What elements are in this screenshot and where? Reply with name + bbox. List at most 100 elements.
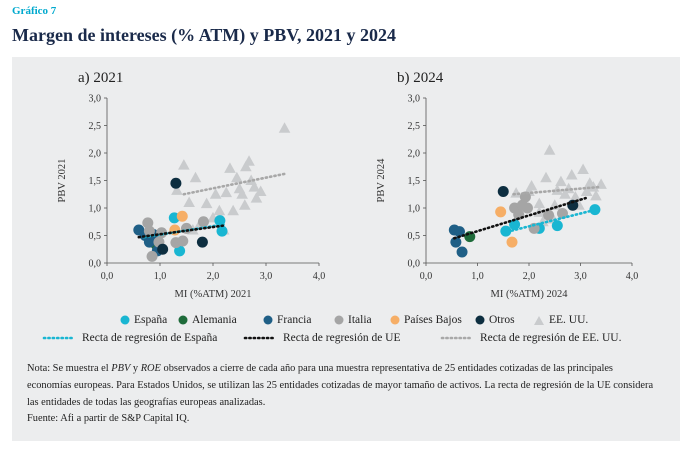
- point-italia: [177, 235, 189, 247]
- legend-item-recta-de-regresion-de-ee-uu: Recta de regresión de EE. UU.: [440, 332, 621, 344]
- y-tick-label: 2,0: [89, 149, 102, 160]
- note-roe: ROE: [140, 363, 161, 374]
- point-paises-bajos: [176, 210, 188, 222]
- point-ee-uu: [236, 188, 248, 199]
- y-tick-label: 3,0: [408, 94, 421, 105]
- chart-subtitle: a) 2021: [78, 70, 123, 86]
- x-tick-label: 1,0: [154, 271, 167, 282]
- legend-item-otros: Otros: [475, 314, 515, 326]
- chart-panel: a) 2021 0,0 0,5 1,0 1,5 2,0 2,5 3,0 0,0 1,0 2,0 3,0…: [12, 57, 680, 441]
- legend-circle-icon: [475, 315, 485, 325]
- point-ee-uu: [569, 191, 582, 202]
- point-ee-uu: [580, 185, 593, 196]
- x-tick-label: 3,0: [574, 271, 587, 282]
- legend-label: Otros: [489, 314, 515, 326]
- point-ee-uu: [239, 199, 251, 210]
- point-alemania: [464, 231, 476, 243]
- legend-dotted-line-icon: [243, 336, 277, 340]
- point-italia: [521, 202, 533, 214]
- point-ee-uu: [278, 122, 291, 133]
- point-ee-uu: [250, 192, 263, 203]
- point-espana: [509, 219, 521, 230]
- point-italia: [146, 250, 158, 262]
- legend-label: Francia: [277, 314, 312, 326]
- point-ee-uu: [565, 169, 578, 180]
- point-ee-uu: [213, 204, 226, 216]
- point-ee-uu: [540, 171, 552, 183]
- y-tick-label: 1,0: [89, 204, 102, 215]
- y-tick-label: 2,5: [89, 121, 102, 132]
- point-italia: [543, 209, 555, 221]
- legend-item-ee-uu: EE. UU.: [533, 314, 588, 326]
- y-axis-label: PBV 2024: [376, 158, 387, 203]
- figure-note: Nota: Se muestra el PBV y ROE observados…: [27, 360, 657, 411]
- x-tick-label: 2,0: [207, 271, 220, 282]
- chart-1: a) 2021 0,0 0,5 1,0 1,5 2,0 2,5 3,0 0,0 1,0 2,0 3,0…: [57, 70, 325, 300]
- legend-label: Alemania: [192, 314, 237, 326]
- x-tick-label: 4,0: [313, 271, 326, 282]
- point-francia: [456, 246, 468, 258]
- point-espana: [174, 245, 186, 257]
- point-otros: [196, 236, 208, 248]
- legend-label: Recta de regresión de UE: [283, 332, 401, 344]
- point-italia: [197, 216, 209, 228]
- figure-title: Margen de intereses (% ATM) y PBV, 2021 …: [12, 25, 396, 45]
- y-tick-label: 3,0: [89, 94, 102, 105]
- point-ee-uu: [525, 180, 538, 191]
- legend-label: Recta de regresión de EE. UU.: [480, 332, 622, 344]
- legend-item-espana: España: [120, 314, 167, 326]
- note-part-2: y: [130, 363, 141, 374]
- note-part-3: observados a cierre de cada año para una…: [27, 363, 654, 408]
- point-ee-uu: [220, 186, 233, 198]
- x-tick-label: 0,0: [101, 271, 114, 282]
- point-francia: [450, 236, 462, 248]
- point-italia: [142, 217, 154, 229]
- legend-item-alemania: Alemania: [178, 314, 237, 326]
- point-ee-uu: [171, 184, 183, 195]
- x-tick-label: 3,0: [260, 271, 273, 282]
- charts-canvas: a) 2021 0,0 0,5 1,0 1,5 2,0 2,5 3,0 0,0 1,0 2,0 3,0…: [57, 70, 638, 300]
- regression-line-recta-de-regresion-de-ue: [453, 196, 587, 240]
- point-ee-uu: [183, 196, 195, 207]
- legend-label: EE. UU.: [549, 314, 589, 326]
- y-tick-label: 0,5: [408, 231, 421, 242]
- figure-source: Fuente: Afi a partir de S&P Capital IQ.: [27, 413, 190, 424]
- regression-line-recta-de-regresion-de-ue: [137, 224, 225, 239]
- legend-circle-icon: [120, 315, 130, 325]
- point-espana: [216, 225, 228, 237]
- point-ee-uu: [559, 188, 571, 199]
- legend-label: Países Bajos: [404, 314, 462, 326]
- x-tick-label: 0,0: [420, 271, 433, 282]
- legend-label: Italia: [348, 314, 372, 326]
- x-tick-label: 1,0: [471, 271, 484, 282]
- point-otros: [170, 177, 182, 189]
- point-italia: [143, 225, 155, 237]
- point-ee-uu: [240, 160, 252, 172]
- point-ee-uu: [577, 163, 589, 174]
- point-ee-uu: [209, 188, 222, 199]
- point-ee-uu: [248, 181, 261, 192]
- y-tick-label: 2,5: [408, 121, 421, 132]
- legend-circle-icon: [334, 315, 344, 325]
- regression-line-recta-de-regresion-de-ee-uu: [182, 172, 286, 196]
- y-tick-label: 0,5: [89, 231, 102, 242]
- y-tick-label: 1,5: [89, 176, 102, 187]
- legend-circle-icon: [178, 315, 188, 325]
- legend-item-recta-de-regresion-de-espana: Recta de regresión de España: [42, 332, 217, 344]
- point-espana: [551, 220, 563, 232]
- y-tick-label: 1,5: [408, 176, 421, 187]
- x-axis-label: MI (%ATM) 2021: [175, 289, 252, 300]
- chart-2: b) 2024 0,0 0,5 1,0 1,5 2,0 2,5 3,0 0,0 1,0 2,0 3,0…: [376, 70, 638, 300]
- point-ee-uu: [543, 144, 556, 155]
- y-tick-label: 1,0: [408, 204, 421, 215]
- point-ee-uu: [189, 171, 202, 183]
- y-tick-label: 0,0: [408, 259, 421, 270]
- y-tick-label: 2,0: [408, 149, 421, 160]
- point-paises-bajos: [495, 206, 507, 218]
- point-italia: [556, 208, 568, 219]
- legend-item-francia: Francia: [263, 314, 311, 326]
- legend-item-paises-bajos: Países Bajos: [390, 314, 462, 326]
- chart-subtitle: b) 2024: [397, 70, 444, 86]
- point-ee-uu: [243, 155, 255, 166]
